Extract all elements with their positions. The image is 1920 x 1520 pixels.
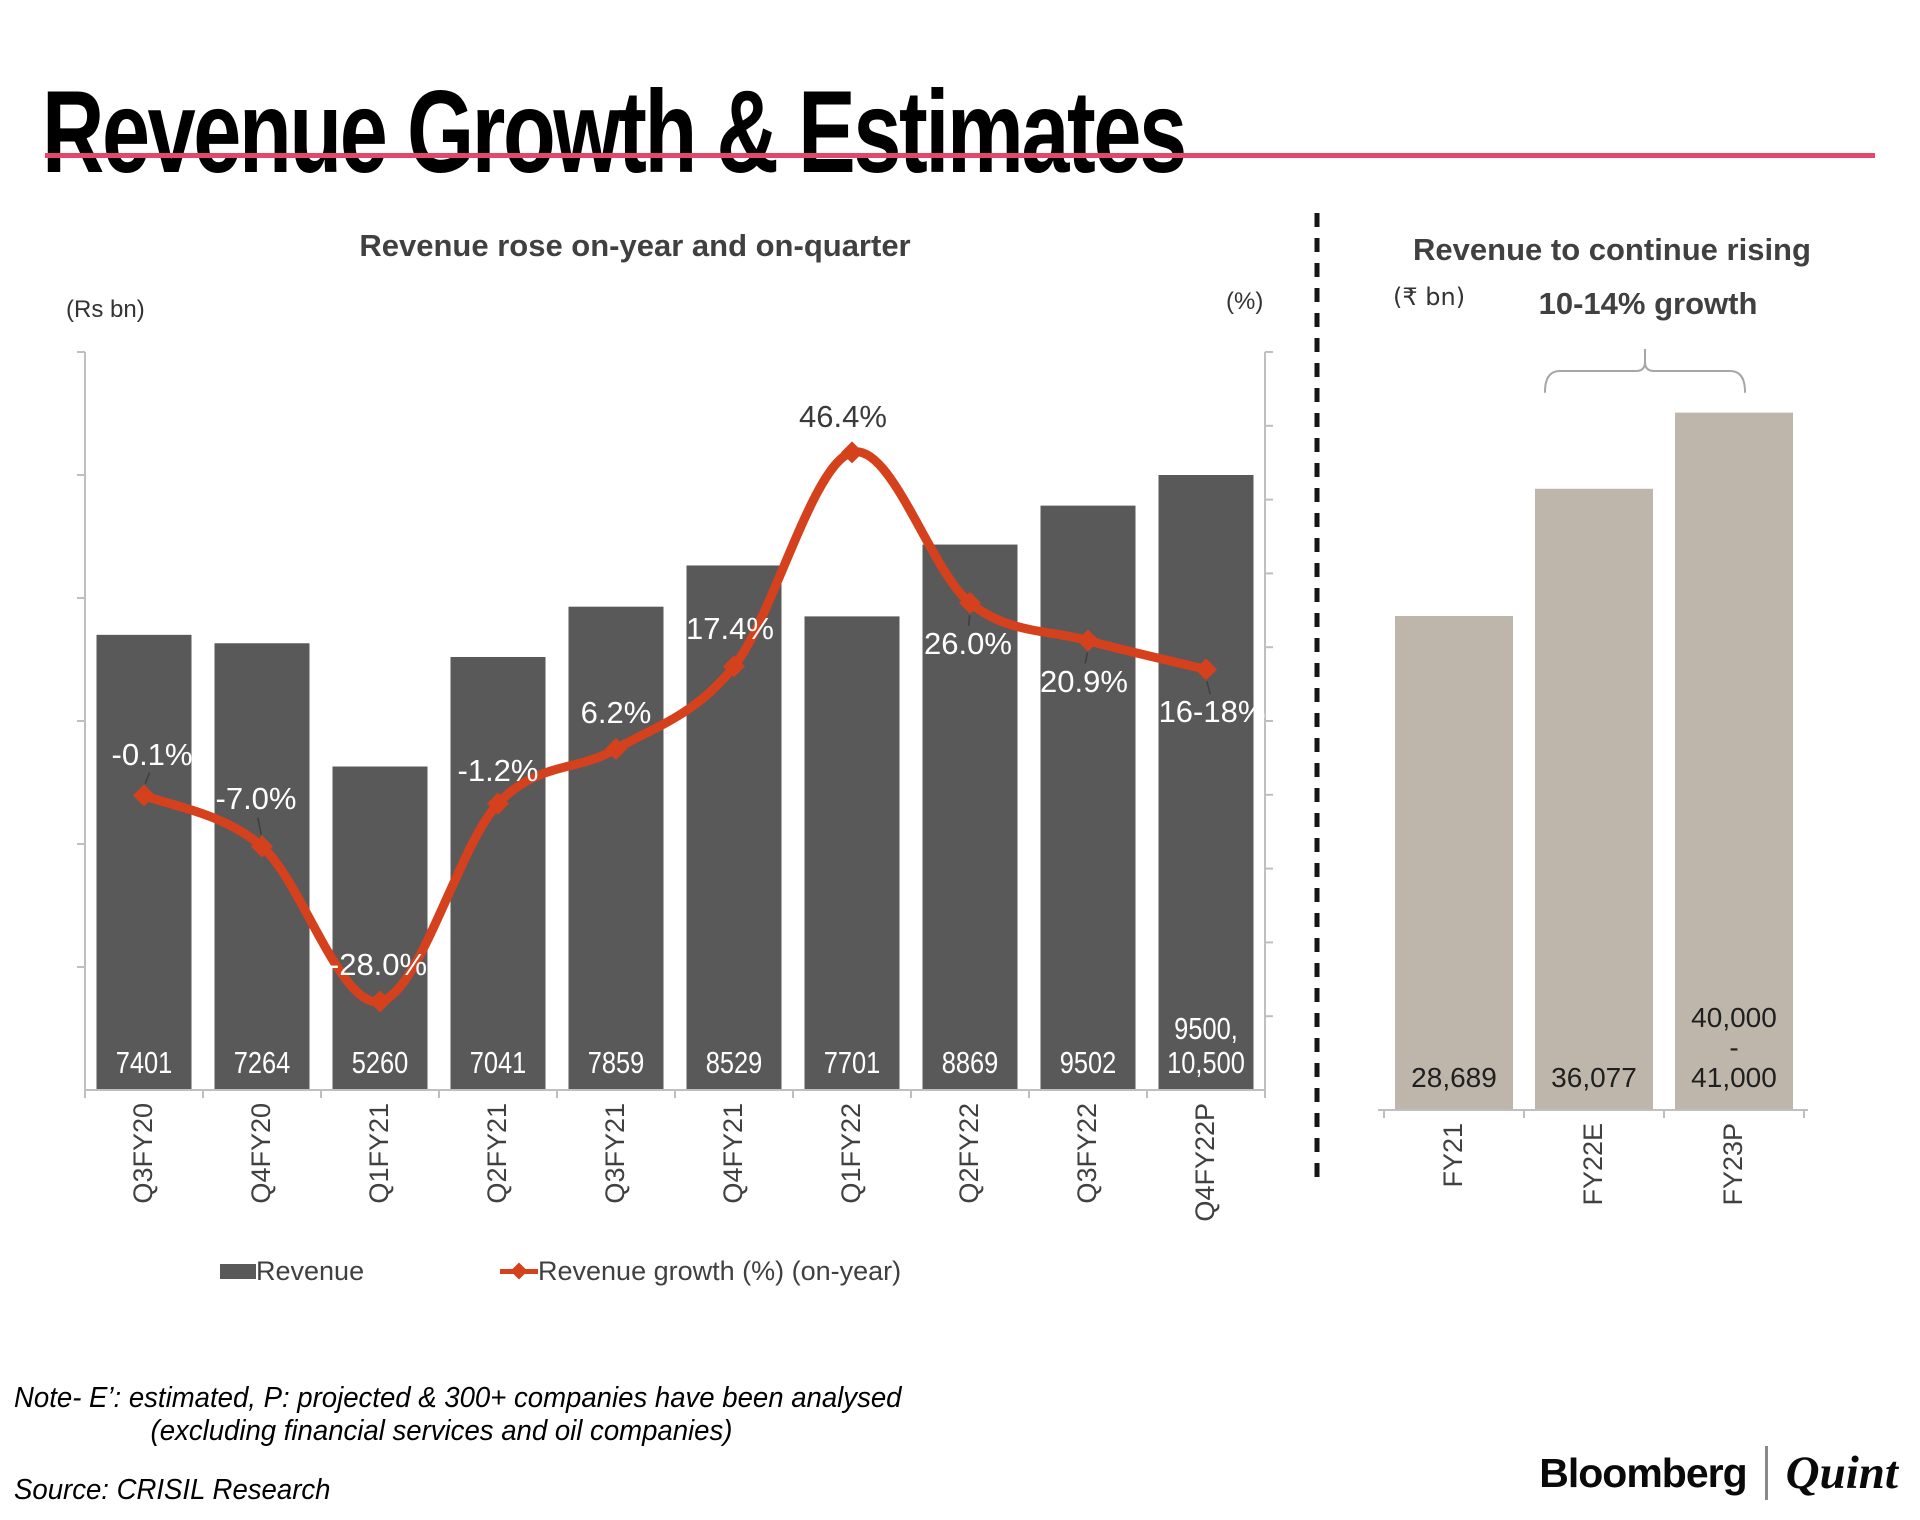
x-axis-category-label: Q2FY22 (954, 1103, 984, 1204)
growth-point-label: -1.2% (457, 752, 539, 788)
label-leader-line (1206, 681, 1211, 695)
label-leader-line (1084, 652, 1089, 664)
growth-point-marker (605, 738, 627, 761)
growth-point-marker (251, 835, 273, 858)
revenue-bar-value-label: 7701 (823, 1045, 881, 1080)
growth-point-label: -28.0% (328, 947, 428, 983)
growth-point-marker (959, 591, 981, 614)
estimate-bar (1395, 615, 1513, 1110)
growth-point-label: -7.0% (215, 781, 297, 817)
x-axis-category-label: Q3FY21 (600, 1103, 630, 1204)
right-x-axis-category-label: FY22E (1578, 1123, 1608, 1206)
label-leader-line (144, 772, 151, 784)
revenue-bar (96, 634, 192, 1090)
growth-point-label: 46.4% (799, 399, 887, 435)
revenue-bar-value-label: 8529 (705, 1045, 763, 1080)
revenue-bar (804, 616, 900, 1090)
revenue-bar (450, 656, 546, 1090)
estimate-bar (1675, 412, 1793, 1110)
brand-separator (1764, 1446, 1768, 1500)
estimate-bar (1535, 488, 1653, 1110)
revenue-bar-value-label: 8869 (941, 1045, 999, 1080)
legend-item-revenue: Revenue (220, 1256, 364, 1287)
source-credit: Source: CRISIL Research (14, 1474, 331, 1506)
estimate-bar-value-label: 36,077 (1551, 1062, 1637, 1093)
growth-brace (1544, 349, 1746, 393)
revenue-bar-value-label: 7041 (469, 1045, 527, 1080)
revenue-bar-value-label: 7401 (115, 1045, 173, 1080)
revenue-bar-value-label: 5260 (351, 1045, 409, 1080)
right-axis-unit-label: (%) (1226, 288, 1264, 315)
growth-point-marker (487, 792, 509, 815)
revenue-bar (686, 565, 782, 1090)
x-axis-category-label: Q4FY20 (246, 1103, 276, 1204)
growth-line (139, 447, 1211, 1006)
revenue-bar-value-label: 9500, 10,500 (1167, 1011, 1245, 1080)
growth-point-marker (1195, 658, 1217, 681)
x-axis-category-label: Q4FY21 (718, 1103, 748, 1204)
growth-legend-diamond-icon (510, 1262, 528, 1280)
revenue-bar-value-label: 7264 (233, 1045, 291, 1080)
footnote: Note- E’: estimated, P: projected & 300+… (14, 1382, 901, 1448)
revenue-legend-swatch (220, 1264, 256, 1279)
growth-point-label: 16-18% (1158, 694, 1266, 730)
left-chart-title: Revenue rose on-year and on-quarter (359, 228, 911, 263)
x-axis-category-label: Q3FY22 (1072, 1103, 1102, 1204)
revenue-bar (214, 643, 310, 1090)
revenue-bar (568, 606, 664, 1090)
estimate-bar-value-label: 40,000 - 41,000 (1691, 1002, 1777, 1093)
page-title: Revenue Growth & Estimates (42, 66, 1187, 198)
x-axis-category-label: Q4FY22P (1190, 1103, 1220, 1222)
growth-point-marker (133, 784, 155, 807)
label-leader-line (967, 614, 971, 626)
rupee-axis-unit-label: (₹ bn) (1393, 283, 1466, 311)
growth-annotation: 10-14% growth (1538, 286, 1758, 321)
x-axis-category-label: Q1FY22 (836, 1103, 866, 1204)
growth-point-label: 6.2% (580, 695, 652, 731)
revenue-bar-value-label: 9502 (1059, 1045, 1117, 1080)
footnote-line1: Note- E’: estimated, P: projected & 300+… (14, 1382, 902, 1414)
growth-point-marker (1077, 629, 1099, 652)
revenue-bar (332, 766, 428, 1090)
growth-legend-line-icon (500, 1262, 538, 1280)
right-x-axis-category-label: FY23P (1718, 1123, 1748, 1206)
title-underline (45, 153, 1875, 158)
x-axis-category-label: Q3FY20 (128, 1103, 158, 1204)
growth-point-label: 26.0% (924, 625, 1012, 661)
quint-logo: Quint (1785, 1447, 1898, 1499)
right-chart-title: Revenue to continue rising (1413, 232, 1811, 267)
estimate-bar-value-label: 28,689 (1411, 1062, 1497, 1093)
growth-point-marker (723, 655, 745, 678)
growth-point-marker (841, 441, 863, 464)
legend-item-growth: Revenue growth (%) (on-year) (500, 1256, 901, 1287)
growth-legend-label: Revenue growth (%) (on-year) (538, 1256, 902, 1286)
revenue-bar (1158, 475, 1254, 1090)
right-x-axis-category-label: FY21 (1438, 1123, 1468, 1188)
x-axis-category-label: Q2FY21 (482, 1103, 512, 1204)
branding: Bloomberg Quint (1539, 1446, 1898, 1500)
growth-point-label: -0.1% (111, 736, 193, 772)
revenue-bar (1040, 505, 1136, 1090)
left-axis-unit-label: (Rs bn) (66, 296, 145, 323)
revenue-bar-value-label: 7859 (587, 1045, 645, 1080)
x-axis-category-label: Q1FY21 (364, 1103, 394, 1204)
revenue-legend-label: Revenue (256, 1256, 365, 1286)
growth-point-label: 17.4% (686, 611, 774, 647)
growth-point-marker (369, 990, 391, 1013)
growth-point-label: 20.9% (1040, 663, 1128, 699)
revenue-bar (922, 544, 1018, 1090)
label-leader-line (257, 817, 262, 835)
bloomberg-logo: Bloomberg (1539, 1449, 1747, 1496)
footnote-line2: (excluding financial services and oil co… (150, 1415, 733, 1447)
